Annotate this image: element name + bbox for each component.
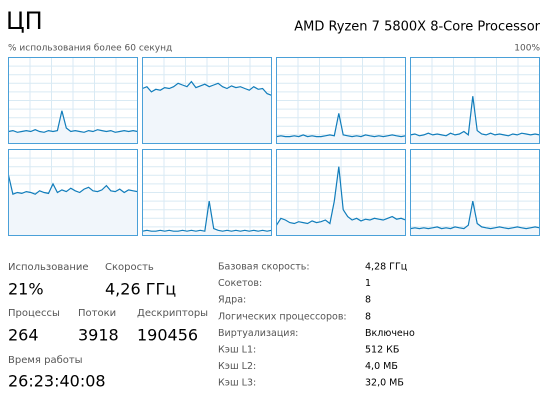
graph-border (410, 57, 540, 144)
stat-value: 264 (8, 326, 39, 345)
detail-value: 8 (365, 311, 371, 322)
stat-label: Время работы (8, 355, 83, 366)
stat-value: 4,26 ГГц (105, 280, 176, 299)
usage-area (410, 201, 540, 236)
stat-value: 21% (8, 280, 44, 299)
detail-value: 4,28 ГГц (365, 262, 408, 273)
graph-border (276, 57, 406, 144)
usage-line (410, 200, 540, 230)
detail-label: Ядра: (218, 295, 246, 306)
stat-label: Использование (8, 262, 89, 273)
detail-value: Включено (365, 328, 415, 339)
usage-line (7, 175, 138, 196)
detail-value: 32,0 МБ (365, 378, 404, 389)
usage-line (275, 166, 406, 226)
usage-line (276, 113, 406, 138)
stat-value: 190456 (137, 326, 198, 345)
graph-border (142, 149, 272, 236)
stat-label: Скорость (105, 262, 154, 273)
usage-area (410, 96, 540, 144)
max-label: 100% (514, 44, 540, 54)
graph-border (8, 57, 138, 144)
usage-line (8, 110, 138, 133)
usage-line (410, 96, 540, 137)
detail-value: 8 (365, 295, 371, 306)
usage-line (142, 201, 272, 232)
stat-label: Процессы (8, 308, 60, 319)
detail-value: 4,0 МБ (365, 361, 398, 372)
detail-label: Базовая скорость: (218, 262, 310, 273)
graph-border (8, 149, 138, 236)
usage-area (276, 113, 406, 144)
detail-label: Кэш L3: (218, 378, 256, 389)
usage-area (142, 81, 272, 144)
detail-label: Сокетов: (218, 278, 262, 289)
usage-area (8, 175, 138, 236)
detail-label: Кэш L1: (218, 345, 256, 356)
usage-area (8, 110, 138, 144)
graph-border (276, 149, 406, 236)
usage-area (276, 166, 406, 236)
detail-label: Виртуализация: (218, 328, 298, 339)
detail-value: 512 КБ (365, 345, 399, 356)
stat-label: Дескрипторы (137, 308, 208, 319)
usage-line (142, 80, 272, 96)
stat-label: Потоки (78, 308, 116, 319)
detail-label: Кэш L2: (218, 361, 256, 372)
stat-value: 26:23:40:08 (8, 372, 106, 391)
processor-name: AMD Ryzen 7 5800X 8-Core Processor (294, 20, 540, 35)
stat-value: 3918 (78, 326, 119, 345)
subtitle: % использования более 60 секунд (8, 44, 172, 54)
detail-value: 1 (365, 278, 371, 289)
graph-border (142, 57, 272, 144)
title: ЦП (6, 7, 43, 35)
detail-label: Логических процессоров: (218, 311, 347, 322)
graph-border (410, 149, 540, 236)
